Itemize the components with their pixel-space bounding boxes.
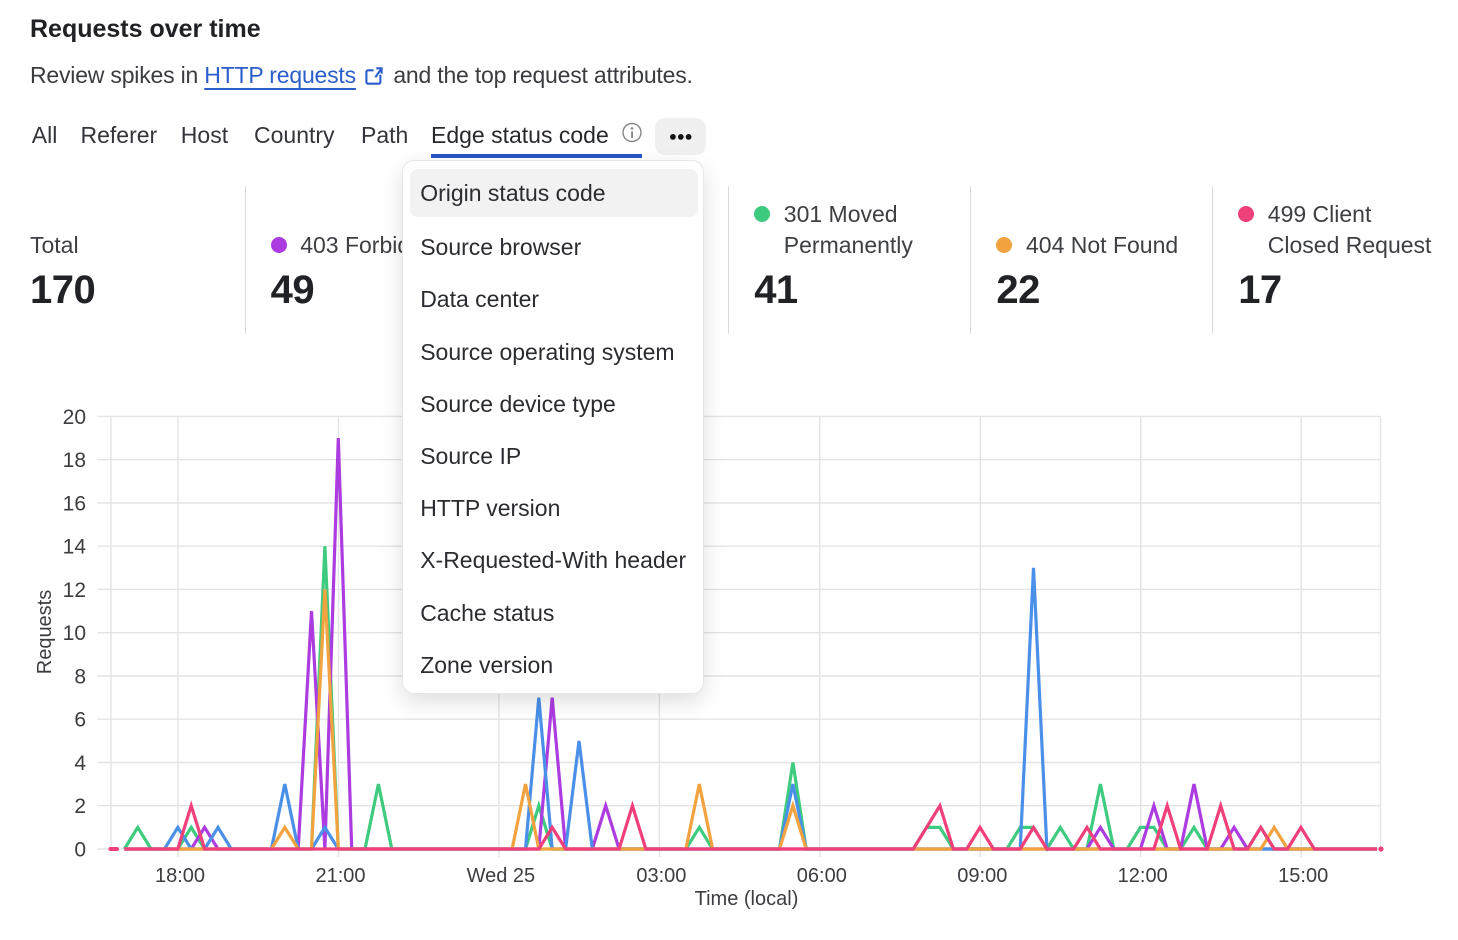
svg-text:18: 18 [63,449,86,472]
svg-text:06:00: 06:00 [797,865,847,887]
svg-text:6: 6 [74,709,86,732]
svg-text:Requests: Requests [34,590,56,675]
svg-text:03:00: 03:00 [636,865,686,887]
svg-text:15:00: 15:00 [1278,865,1328,887]
svg-text:10: 10 [63,622,86,645]
svg-text:12: 12 [63,579,86,602]
svg-text:16: 16 [63,492,86,515]
svg-text:0: 0 [74,839,86,862]
svg-text:Wed 25: Wed 25 [467,865,536,887]
svg-text:8: 8 [74,666,86,689]
svg-text:20: 20 [63,406,86,429]
svg-text:18:00: 18:00 [155,865,205,887]
svg-text:14: 14 [63,536,87,559]
svg-text:4: 4 [74,752,86,775]
svg-text:12:00: 12:00 [1118,865,1168,887]
svg-text:21:00: 21:00 [315,865,365,887]
svg-text:09:00: 09:00 [957,865,1007,887]
svg-text:Time (local): Time (local) [695,888,799,910]
svg-text:2: 2 [74,795,86,818]
